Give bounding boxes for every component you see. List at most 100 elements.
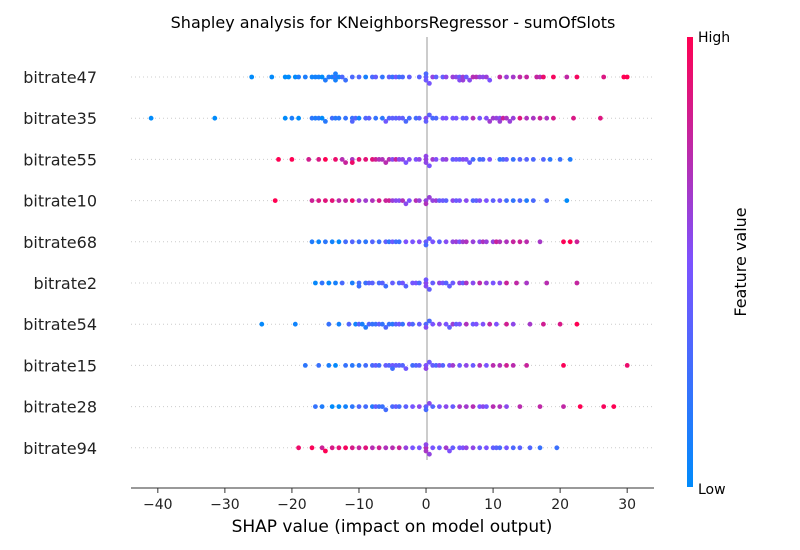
shap-point-bitrate68 xyxy=(427,236,432,242)
shap-point-bitrate47 xyxy=(473,74,479,80)
shap-point-bitrate35 xyxy=(494,115,499,121)
shap-point-bitrate15 xyxy=(430,363,436,368)
shap-point-bitrate10 xyxy=(390,198,395,204)
shap-point-bitrate35 xyxy=(530,115,536,121)
shap-point-bitrate47 xyxy=(343,77,348,83)
shap-point-bitrate10 xyxy=(453,198,459,204)
shap-point-bitrate47 xyxy=(440,74,446,80)
shap-point-bitrate55 xyxy=(383,160,389,166)
shap-point-bitrate35 xyxy=(400,115,405,121)
shap-point-bitrate2 xyxy=(457,280,462,286)
shap-point-bitrate54 xyxy=(346,321,352,327)
shap-point-bitrate55 xyxy=(453,157,459,162)
x-tick-label: 10 xyxy=(484,497,502,513)
shap-point-bitrate47 xyxy=(286,74,291,80)
shap-point-bitrate55 xyxy=(403,160,409,166)
shap-point-bitrate2 xyxy=(423,283,429,289)
shap-point-bitrate55 xyxy=(460,157,466,162)
shap-point-bitrate94 xyxy=(403,445,409,451)
shap-point-bitrate94 xyxy=(390,445,395,451)
shap-point-bitrate55 xyxy=(541,157,546,162)
shap-point-bitrate94 xyxy=(494,445,499,451)
shap-point-bitrate28 xyxy=(561,404,566,409)
shap-point-bitrate10 xyxy=(376,198,382,204)
shap-point-bitrate68 xyxy=(457,239,462,245)
shap-point-bitrate15 xyxy=(373,363,379,368)
shap-point-bitrate54 xyxy=(406,321,412,327)
shap-point-bitrate68 xyxy=(370,239,375,245)
shap-point-bitrate47 xyxy=(564,74,570,80)
shap-point-bitrate55 xyxy=(547,157,553,162)
shap-point-bitrate15 xyxy=(490,363,496,368)
shap-point-bitrate68 xyxy=(323,239,328,245)
shap-point-bitrate47 xyxy=(524,74,529,80)
shap-point-bitrate35 xyxy=(460,115,466,121)
shap-point-bitrate54 xyxy=(383,325,389,330)
shap-point-bitrate28 xyxy=(427,401,432,406)
shap-point-bitrate54 xyxy=(510,321,516,327)
shap-point-bitrate55 xyxy=(396,157,402,162)
shap-point-bitrate68 xyxy=(390,239,395,245)
shap-point-bitrate55 xyxy=(457,157,462,162)
shap-point-bitrate10 xyxy=(530,198,536,204)
shap-point-bitrate47 xyxy=(282,74,288,80)
shap-point-bitrate35 xyxy=(212,115,218,121)
shap-point-bitrate47 xyxy=(477,74,483,80)
shap-point-bitrate2 xyxy=(504,280,509,286)
shap-point-bitrate2 xyxy=(574,280,580,286)
shap-point-bitrate47 xyxy=(470,74,476,80)
shap-point-bitrate10 xyxy=(440,198,446,204)
shap-point-bitrate28 xyxy=(490,404,496,409)
shap-point-bitrate28 xyxy=(393,404,399,409)
shap-point-bitrate35 xyxy=(296,115,301,121)
shap-point-bitrate54 xyxy=(376,321,382,327)
shap-point-bitrate10 xyxy=(363,198,369,204)
shap-point-bitrate15 xyxy=(349,363,355,368)
shap-point-bitrate28 xyxy=(390,404,395,409)
shap-point-bitrate94 xyxy=(323,448,328,454)
shap-point-bitrate10 xyxy=(403,201,409,207)
shap-point-bitrate35 xyxy=(403,119,409,124)
shap-point-bitrate35 xyxy=(356,115,362,121)
shap-point-bitrate54 xyxy=(380,321,385,327)
shap-point-bitrate47 xyxy=(463,74,469,80)
shap-point-bitrate2 xyxy=(326,280,332,286)
shap-point-bitrate47 xyxy=(292,74,298,80)
shap-point-bitrate55 xyxy=(349,160,355,166)
shap-point-bitrate15 xyxy=(396,363,402,368)
shap-point-bitrate35 xyxy=(423,119,429,124)
shap-point-bitrate35 xyxy=(366,115,372,121)
shap-point-bitrate47 xyxy=(356,74,362,80)
shap-point-bitrate28 xyxy=(373,404,379,409)
shap-point-bitrate68 xyxy=(329,239,335,245)
shap-point-bitrate94 xyxy=(430,445,436,451)
shap-point-bitrate47 xyxy=(316,74,322,80)
shap-point-bitrate55 xyxy=(393,157,399,162)
shap-point-bitrate2 xyxy=(319,280,325,286)
shap-point-bitrate47 xyxy=(363,74,369,80)
shap-point-bitrate28 xyxy=(430,404,436,409)
shap-point-bitrate55 xyxy=(356,157,362,162)
shap-point-bitrate28 xyxy=(611,404,617,409)
shap-point-bitrate68 xyxy=(383,239,389,245)
shap-point-bitrate55 xyxy=(416,157,422,162)
shap-point-bitrate15 xyxy=(447,363,452,368)
shap-point-bitrate94 xyxy=(363,445,369,451)
shap-point-bitrate54 xyxy=(473,321,479,327)
colorbar-title: Feature value xyxy=(731,207,750,316)
shap-point-bitrate2 xyxy=(333,280,338,286)
shap-point-bitrate35 xyxy=(430,115,436,121)
shap-point-bitrate28 xyxy=(376,404,382,409)
shap-point-bitrate68 xyxy=(443,239,449,245)
shap-point-bitrate54 xyxy=(470,321,476,327)
shap-point-bitrate2 xyxy=(430,280,436,286)
shap-point-bitrate15 xyxy=(561,363,566,368)
shap-point-bitrate10 xyxy=(343,198,348,204)
shap-point-bitrate55 xyxy=(440,157,446,162)
shap-point-bitrate94 xyxy=(437,445,442,451)
shap-point-bitrate35 xyxy=(551,115,556,121)
shap-point-bitrate2 xyxy=(440,280,446,286)
shap-point-bitrate47 xyxy=(460,77,466,83)
shap-point-bitrate2 xyxy=(390,280,395,286)
